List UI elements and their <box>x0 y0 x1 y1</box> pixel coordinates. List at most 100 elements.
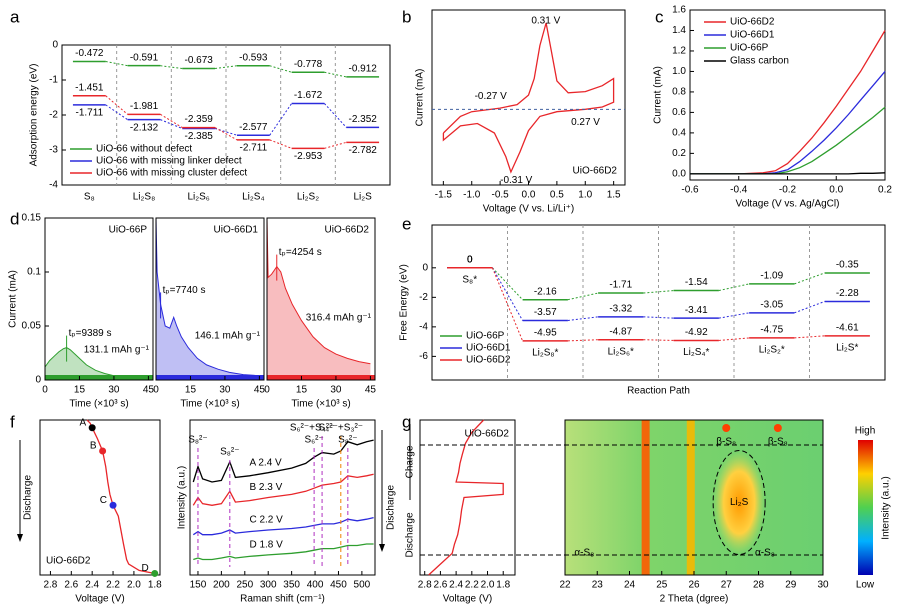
spot <box>722 424 731 432</box>
legend-label: UiO-66 with missing cluster defect <box>96 168 247 179</box>
legend-label: UiO-66D2 <box>730 17 775 28</box>
value-label: 0 <box>467 254 473 265</box>
x-tick-label: 2.8 <box>418 580 432 591</box>
capacity-label: 131.1 mAh g⁻¹ <box>84 345 150 356</box>
axes-frame <box>39 419 161 576</box>
y-tick-label: 0.6 <box>672 107 686 118</box>
x-tick-label: 2.2 <box>106 580 120 591</box>
x-tick-label: 30 <box>108 385 120 396</box>
y-tick-label: -2 <box>419 292 428 303</box>
value-label: -4.75 <box>760 325 783 336</box>
legend-label: UiO-66 with missing linker defect <box>96 156 242 167</box>
x-tick-label: 150 <box>190 580 207 591</box>
x-tick-label: 1.0 <box>578 190 592 201</box>
point-label: C <box>100 495 107 506</box>
y-tick-label: -3 <box>49 145 58 156</box>
axes-frame <box>155 217 265 381</box>
value-label: -3.41 <box>685 305 708 316</box>
y-tick-label: 1.6 <box>672 5 686 16</box>
connector <box>567 339 599 342</box>
legend-label: Glass carbon <box>730 56 789 67</box>
point-label: D <box>142 563 149 574</box>
annotation: α-S₈ <box>755 548 775 559</box>
state-point <box>109 501 117 509</box>
baseline-band <box>267 375 375 380</box>
connector <box>269 103 293 136</box>
x-axis-label: 2 Theta (dgree) <box>660 594 729 605</box>
annotation: 0.27 V <box>571 117 600 128</box>
value-label: -2.711 <box>240 143 268 154</box>
y-tick-label: 1.4 <box>672 25 686 36</box>
value-label: -4.95 <box>534 328 557 339</box>
category-label: Li₂S₈* <box>532 348 558 359</box>
panel-letter: f <box>10 412 15 431</box>
series-label: UiO-66D2 <box>573 166 618 177</box>
annotation: -0.31 V <box>500 175 533 186</box>
category-label: Li₂S₄* <box>683 347 709 358</box>
y-axis-label: Adsorption energy (eV) <box>29 64 40 167</box>
point-label: A <box>80 417 87 428</box>
x-tick-label: 400 <box>307 580 324 591</box>
area-fill <box>267 218 371 380</box>
tp-label: tₚ=7740 s <box>163 285 206 296</box>
category-label: S₈ <box>84 192 95 203</box>
x-tick-label: 300 <box>260 580 277 591</box>
value-label: -1.451 <box>75 82 104 93</box>
axes-frame <box>189 419 376 576</box>
value-label: -2.132 <box>130 122 159 133</box>
x-tick-label: 2.2 <box>465 580 479 591</box>
x-axis-label: Voltage (V vs. Ag/AgCl) <box>736 199 840 210</box>
value-label: -1.981 <box>130 101 159 112</box>
state-point <box>151 569 159 577</box>
point-label: B <box>90 441 97 452</box>
value-label: -2.577 <box>239 122 268 133</box>
x-tick-label: 2.4 <box>449 580 463 591</box>
data-line <box>690 172 886 175</box>
x-tick-label: -0.2 <box>779 185 797 196</box>
capacity-label: 316.4 mAh g⁻¹ <box>306 313 372 324</box>
tp-label: tₚ=9389 s <box>69 328 112 339</box>
connector <box>215 65 237 70</box>
x-tick-label: 1.8 <box>148 580 162 591</box>
y-tick-label: 1.2 <box>672 46 686 57</box>
axes-frame <box>419 419 516 576</box>
state-point <box>88 424 96 432</box>
value-label: -4.92 <box>685 327 708 338</box>
panel-letter: g <box>402 412 411 431</box>
axes-frame <box>266 217 376 381</box>
y-tick-label: -4 <box>419 321 428 332</box>
state-point <box>99 447 107 455</box>
y-tick-label: 0.05 <box>22 321 42 332</box>
y-tick-label: 0.2 <box>672 148 686 159</box>
y-axis-label: Current (mA) <box>653 66 664 124</box>
arrow-head <box>379 544 385 552</box>
connector <box>794 272 825 285</box>
y-tick-label: -1 <box>49 75 58 86</box>
x-axis-label: Time (×10³ s) <box>291 399 350 410</box>
y-axis-label: Discharge <box>23 475 34 520</box>
connector <box>643 316 674 319</box>
y-axis-label: Free Energy (eV) <box>399 264 410 341</box>
series-label: C 2.2 V <box>249 515 283 526</box>
connector <box>491 267 524 342</box>
y-tick-label: 0.0 <box>672 168 686 179</box>
value-label: -3.57 <box>534 307 557 318</box>
value-label: -1.71 <box>609 280 632 291</box>
x-tick-label: 2.8 <box>43 580 57 591</box>
value-label: -0.673 <box>184 55 213 66</box>
annotation: Li₂S <box>730 497 749 508</box>
y-tick-label: 0 <box>422 262 428 273</box>
value-label: -0.591 <box>130 52 159 63</box>
connector <box>492 267 523 301</box>
peak-label: S₈²⁻ <box>338 435 357 446</box>
value-label: -2.385 <box>184 131 213 142</box>
data-line <box>193 543 374 561</box>
value-label: -1.711 <box>76 108 104 119</box>
intensity-stripe <box>686 420 695 575</box>
x-tick-label: -0.5 <box>492 190 510 201</box>
x-axis-label: Time (×10³ s) <box>180 399 239 410</box>
series-label: UiO-66P <box>109 225 148 236</box>
data-line <box>86 419 155 575</box>
panel-letter: b <box>402 7 411 26</box>
